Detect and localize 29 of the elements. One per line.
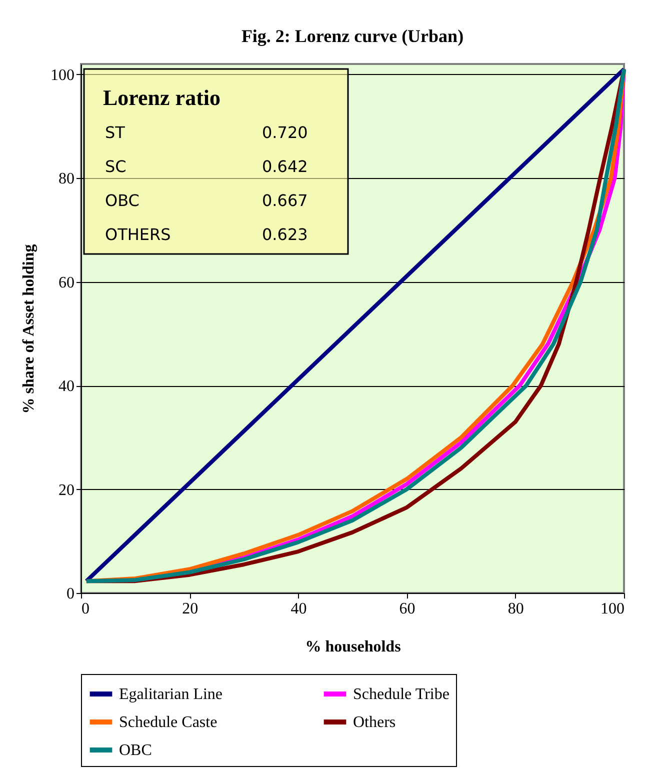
legend-label: Schedule Tribe (353, 686, 450, 703)
annotation: SC (105, 157, 126, 176)
x-tick-label: 80 (508, 600, 524, 618)
y-tick-label: 20 (58, 482, 74, 499)
x-tick-label: 40 (290, 600, 307, 618)
chart-title: Fig. 2: Lorenz curve (Urban) (241, 26, 464, 46)
x-axis-title: % households (305, 638, 401, 656)
annotation: 0.720 (262, 123, 308, 142)
annotation: 0.642 (262, 157, 308, 176)
y-tick-label: 100 (50, 66, 74, 84)
annotation: OTHERS (105, 225, 171, 244)
x-tick-label: 60 (399, 600, 416, 618)
legend-label: OBC (119, 742, 152, 759)
annotation: Lorenz ratio (103, 85, 221, 110)
annotation: ST (105, 123, 126, 142)
annotation: OBC (105, 191, 140, 210)
y-tick-label: 40 (58, 378, 74, 396)
annotation: 0.667 (262, 191, 308, 210)
annotation: 0.623 (262, 225, 308, 244)
legend-label: Others (353, 714, 396, 731)
legend-label: Schedule Caste (119, 714, 218, 731)
legend-label: Egalitarian Line (119, 686, 223, 703)
y-axis-title: % share of Asset holding (20, 244, 38, 414)
x-tick-label: 20 (182, 600, 198, 618)
x-tick-label: 100 (600, 600, 624, 618)
y-tick-label: 0 (66, 586, 74, 602)
x-tick-label: 0 (82, 600, 90, 618)
y-tick-label: 60 (58, 274, 74, 292)
y-tick-label: 80 (58, 170, 74, 188)
